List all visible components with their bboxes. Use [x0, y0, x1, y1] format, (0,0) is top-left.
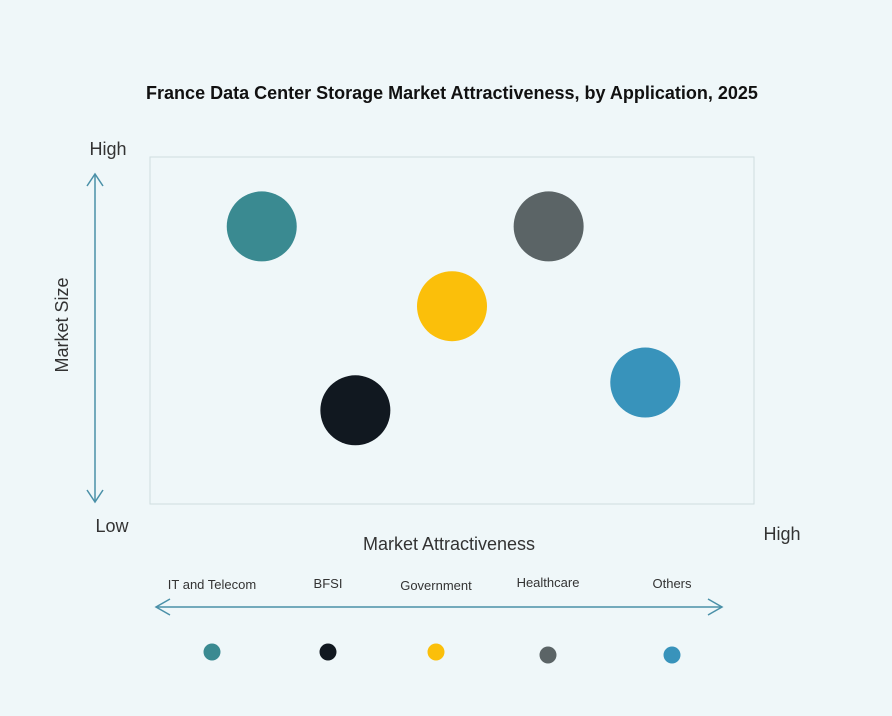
bubble-government — [417, 271, 487, 342]
bubble-bfsi — [320, 375, 391, 446]
legend-marker-others — [663, 646, 681, 664]
bubble-others — [610, 347, 681, 418]
legend-label-others: Others — [652, 576, 692, 591]
plot-area — [149, 156, 755, 505]
y-high-label: High — [89, 139, 126, 159]
legend-arrow — [154, 598, 724, 616]
legend-marker-bfsi — [319, 643, 337, 661]
legend-label-healthcare: Healthcare — [517, 575, 580, 590]
legend-marker-it-and-telecom — [203, 643, 221, 661]
x-high-label: High — [763, 524, 800, 544]
legend-label-government: Government — [400, 578, 472, 593]
y-axis-label: Market Size — [52, 277, 72, 372]
bubble-healthcare — [513, 191, 584, 262]
legend-label-bfsi: BFSI — [314, 576, 343, 591]
legend-marker-government — [427, 643, 445, 661]
legend-label-it-and-telecom: IT and Telecom — [168, 577, 256, 592]
legend-marker-healthcare — [539, 646, 557, 664]
y-axis-arrow — [86, 172, 104, 504]
x-axis-label: Market Attractiveness — [363, 534, 535, 554]
chart-title: France Data Center Storage Market Attrac… — [146, 83, 758, 103]
bubble-it-and-telecom — [226, 191, 297, 262]
x-low-label: Low — [95, 516, 129, 536]
